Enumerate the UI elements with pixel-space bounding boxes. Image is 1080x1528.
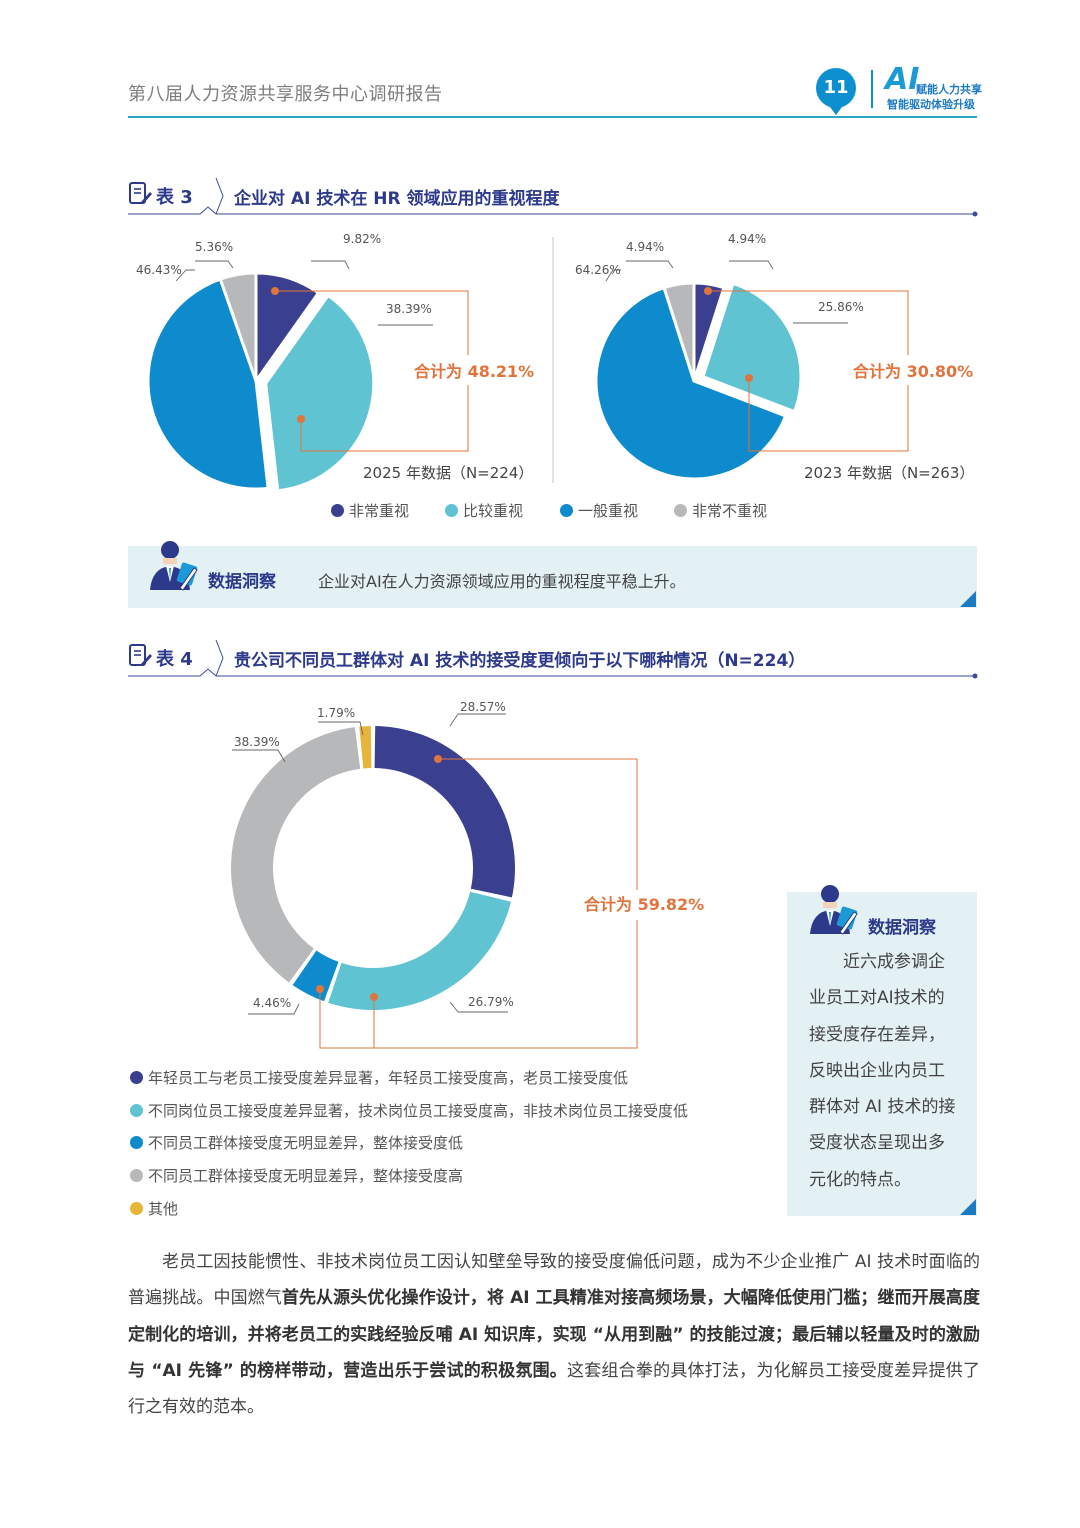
- pie-2023-slice-2: [594, 285, 788, 481]
- pie-2023-slice-3: [662, 281, 696, 382]
- table4-heading-frame: [128, 639, 978, 679]
- donut-slice-4: [359, 726, 372, 769]
- legend-dot-teal: [130, 1104, 143, 1117]
- legend-dot-dark-blue: [331, 504, 344, 517]
- page-number-badge: 11: [816, 68, 856, 115]
- body-paragraph: 老员工因技能惯性、非技术岗位员工因认知壁垒导致的接受度偏低问题，成为不少企业推广…: [128, 1252, 981, 1418]
- corner-triangle: [960, 591, 976, 607]
- paragraph-emphasis: 首先从源头优化操作设计，将 AI 工具精准对接高频场景，大幅降低使用门槛；继而开…: [128, 1288, 980, 1381]
- brand-divider: [871, 70, 873, 108]
- pie-2025-leaders: [175, 260, 433, 326]
- insight2-text: 近六成参调企业员工对AI技术的接受度存在差异，反映出企业内员工群体对 AI 技术…: [809, 952, 956, 1190]
- sum-2023: 合计为 30.80%: [853, 362, 973, 381]
- sum-bracket-2023: [708, 290, 909, 452]
- document-edit-icon: [129, 644, 152, 666]
- brand-slogan-line2: 智能驱动体验升级: [887, 98, 975, 111]
- report-title: 第八届人力资源共享服务中心调研报告: [128, 84, 443, 105]
- pie-2025: [146, 271, 376, 493]
- analyst-person-icon: [150, 541, 198, 591]
- brand-ai-logo: AI: [885, 62, 920, 97]
- legend-role-gap: 不同岗位员工接受度差异显著，技术岗位员工接受度高，非技术岗位员工接受度低: [130, 1100, 688, 1121]
- donut-label-1: 26.79%: [468, 995, 514, 1009]
- insight2-title: 数据洞察: [868, 918, 936, 938]
- analyst-person-icon: [810, 885, 858, 935]
- pie-2025-slice-3: [218, 271, 258, 382]
- legend-dot-blue: [560, 504, 573, 517]
- legend-fairly-important: 比较重视: [445, 500, 523, 521]
- sum4-dot-a: [434, 755, 442, 763]
- sum-dot-2025-a: [271, 287, 279, 295]
- insight1-text: 企业对AI在人力资源领域应用的重视程度平稳上升。: [318, 572, 686, 591]
- legend-generally-important: 一般重视: [560, 500, 638, 521]
- table4-title: 贵公司不同员工群体对 AI 技术的接受度更倾向于以下哪种情况（N=224）: [234, 651, 806, 671]
- table4-label: 表 4: [156, 649, 193, 670]
- document-edit-icon: [129, 182, 152, 204]
- pie-2025-slice-1: [264, 293, 376, 493]
- pie-2023-label-1: 25.86%: [818, 300, 864, 314]
- sum4-dot-b: [370, 993, 378, 1001]
- legend-uniform-high: 不同员工群体接受度无明显差异，整体接受度高: [130, 1165, 463, 1186]
- table4-donut-chart: 28.57% 26.79% 4.46% 38.39% 1.79% 合计为 59.…: [231, 700, 704, 1049]
- donut-slices: [231, 726, 515, 1010]
- donut-slice-1: [328, 891, 511, 1010]
- pie-2025-label-3: 5.36%: [195, 240, 233, 254]
- donut-label-3: 38.39%: [234, 735, 280, 749]
- caption-2025: 2025 年数据（N=224）: [363, 464, 533, 482]
- table3-title: 企业对 AI 技术在 HR 领域应用的重视程度: [234, 189, 560, 209]
- legend-dot-blue: [130, 1136, 143, 1149]
- donut-slice-0: [374, 726, 515, 898]
- brand-slogan-line1: 赋能人力共享: [916, 83, 982, 96]
- donut-label-0: 28.57%: [460, 700, 506, 714]
- sum-bracket-2025: [275, 290, 469, 452]
- legend-very-important: 非常重视: [331, 500, 409, 521]
- insight1-title: 数据洞察: [208, 572, 276, 592]
- pie-2023-slice-1: [701, 281, 803, 414]
- sum-bracket-table4: [319, 758, 638, 1049]
- caption-2023: 2023 年数据（N=263）: [804, 464, 974, 482]
- pie-2025-label-2: 46.43%: [136, 263, 182, 277]
- sum4-dot-c: [316, 985, 324, 993]
- sum-table4: 合计为 59.82%: [584, 895, 704, 914]
- legend-uniform-low: 不同员工群体接受度无明显差异，整体接受度低: [130, 1132, 463, 1153]
- legend-other: 其他: [130, 1198, 178, 1219]
- legend-dot-gray: [130, 1169, 143, 1182]
- sum-dot-2023-a: [704, 287, 712, 295]
- pie-2025-label-1: 38.39%: [386, 302, 432, 316]
- table3-heading-frame: [128, 177, 978, 217]
- legend-not-important: 非常不重视: [674, 500, 767, 521]
- legend-dot-yellow: [130, 1202, 143, 1215]
- sum-dot-2025-b: [297, 415, 305, 423]
- insight-banner: [128, 546, 977, 608]
- corner-triangle: [960, 1199, 976, 1215]
- donut-label-4: 1.79%: [317, 706, 355, 720]
- table3-label: 表 3: [156, 187, 193, 208]
- donut-slice-2: [292, 950, 339, 1002]
- sum-2025: 合计为 48.21%: [414, 362, 534, 381]
- insight2-box: [787, 892, 977, 1216]
- donut-label-2: 4.46%: [253, 996, 291, 1010]
- table3-pie-charts: 9.82% 38.39% 46.43% 5.36% 4.94% 25.86% 6…: [136, 232, 974, 493]
- legend-dot-teal: [445, 504, 458, 517]
- pie-2023-label-3: 4.94%: [626, 240, 664, 254]
- pie-2025-label-0: 9.82%: [343, 232, 381, 246]
- pie-2023: [594, 281, 803, 481]
- donut-slice-3: [231, 727, 361, 983]
- sum-dot-2023-b: [745, 374, 753, 382]
- legend-age-gap: 年轻员工与老员工接受度差异显著，年轻员工接受度高，老员工接受度低: [130, 1067, 628, 1088]
- donut-leaders: [232, 713, 508, 1015]
- legend-dot-gray: [674, 504, 687, 517]
- pie-2023-label-0: 4.94%: [728, 232, 766, 246]
- header-rule: [128, 116, 977, 118]
- legend-dot-dark-blue: [130, 1071, 143, 1084]
- pie-2023-label-2: 64.26%: [575, 263, 621, 277]
- pie-2023-leaders: [605, 260, 848, 324]
